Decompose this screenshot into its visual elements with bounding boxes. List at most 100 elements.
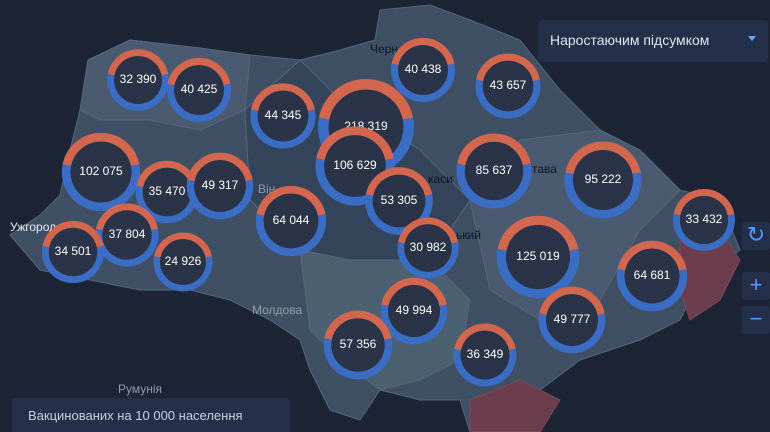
bubble	[257, 90, 309, 142]
place-label: каси	[428, 172, 453, 186]
bubble-label: 34 501	[55, 244, 92, 258]
mode-dropdown[interactable]: Наростаючим підсумком	[538, 20, 768, 62]
ring-red	[476, 53, 540, 82]
bubble	[545, 293, 599, 347]
refresh-button[interactable]: ↻	[742, 222, 770, 250]
place-label: Молдова	[252, 303, 302, 317]
ring-red	[497, 215, 579, 251]
legend-text: Вакцинованих на 10 000 населення	[28, 408, 243, 423]
bubble-label: 102 075	[79, 164, 123, 178]
place-label: Румунія	[118, 382, 162, 396]
bubble-label: 33 432	[686, 212, 723, 226]
bubble-label: 24 926	[165, 254, 202, 268]
ring-red	[391, 37, 455, 66]
ring-red	[256, 185, 326, 216]
bubble	[331, 318, 385, 372]
ring-red	[187, 152, 253, 182]
ring-blue	[255, 214, 327, 257]
bubble	[194, 160, 246, 212]
ring-blue	[107, 73, 169, 111]
bubble	[387, 284, 441, 338]
ring-blue	[673, 213, 735, 251]
bubble-label: 106 629	[333, 158, 377, 172]
bubble-label: 53 305	[381, 193, 418, 207]
place-label: Черн	[370, 42, 398, 56]
ring-blue	[397, 241, 459, 279]
ring-blue	[456, 163, 532, 209]
bubble	[263, 193, 319, 249]
bubble	[324, 135, 386, 197]
bubble-label: 37 804	[109, 227, 146, 241]
bubble	[460, 330, 510, 380]
ring-blue	[41, 245, 105, 284]
ring-blue	[380, 304, 448, 345]
zoom-in-button[interactable]: +	[742, 272, 770, 300]
bubble	[70, 141, 132, 203]
ring-blue	[166, 83, 232, 122]
bubble-label: 125 019	[516, 249, 560, 263]
ring-red	[324, 310, 392, 340]
bubble	[505, 224, 571, 290]
ring-blue	[61, 164, 141, 212]
bubble	[464, 141, 524, 201]
ring-blue	[453, 348, 517, 387]
ring-blue	[496, 248, 580, 299]
bubble	[397, 44, 449, 96]
bubble	[142, 167, 192, 217]
place-label: ький	[456, 228, 481, 242]
ring-red	[42, 220, 104, 248]
ring-blue	[475, 79, 541, 119]
bubble	[160, 239, 206, 285]
bubble	[404, 224, 452, 272]
ring-red	[617, 240, 687, 271]
zoom-out-button[interactable]: −	[742, 306, 770, 334]
bubble	[372, 174, 426, 228]
legend: Вакцинованих на 10 000 населення	[12, 398, 290, 432]
bubble	[173, 64, 225, 116]
bubble-label: 57 356	[340, 337, 377, 351]
ring-blue	[538, 313, 606, 354]
ring-blue	[250, 109, 316, 149]
ring-red	[673, 189, 735, 216]
bubble	[679, 195, 729, 245]
place-label: Ужгород	[10, 220, 56, 234]
bubble-label: 95 222	[585, 172, 622, 186]
ring-red	[154, 232, 212, 258]
bubble	[624, 248, 680, 304]
bubble-label: 85 637	[476, 163, 513, 177]
ring-red	[318, 78, 414, 120]
caret-icon	[748, 36, 756, 41]
ring-red	[251, 83, 315, 112]
ring-red	[565, 141, 641, 175]
place-label: тава	[532, 162, 557, 176]
ring-red	[95, 203, 159, 231]
bubble-label: 40 438	[405, 62, 442, 76]
ring-blue	[153, 256, 213, 292]
bubble-label: 49 317	[202, 178, 239, 192]
ring-blue	[323, 338, 393, 380]
ring-blue	[616, 269, 688, 312]
bubble-label: 32 390	[120, 72, 157, 86]
ring-blue	[186, 179, 254, 220]
bubble-label: 36 349	[467, 347, 504, 361]
ring-red	[107, 49, 169, 76]
occupied-crimea	[469, 379, 561, 432]
ring-red	[454, 323, 516, 351]
bubble-label: 30 982	[410, 240, 447, 254]
bubble-label: 44 345	[265, 108, 302, 122]
ring-red	[381, 277, 447, 307]
bubble	[113, 55, 163, 105]
ring-blue	[390, 63, 456, 102]
bubble	[482, 60, 534, 112]
ring-red	[365, 167, 433, 196]
ring-red	[539, 286, 605, 316]
bubble	[102, 210, 152, 260]
ring-blue	[365, 194, 433, 235]
bubble-label: 43 657	[490, 78, 527, 92]
ring-blue	[564, 172, 642, 219]
bubble-label: 64 681	[634, 268, 671, 282]
dropdown-text: Наростаючим підсумком	[550, 32, 710, 48]
ring-red	[62, 132, 140, 167]
